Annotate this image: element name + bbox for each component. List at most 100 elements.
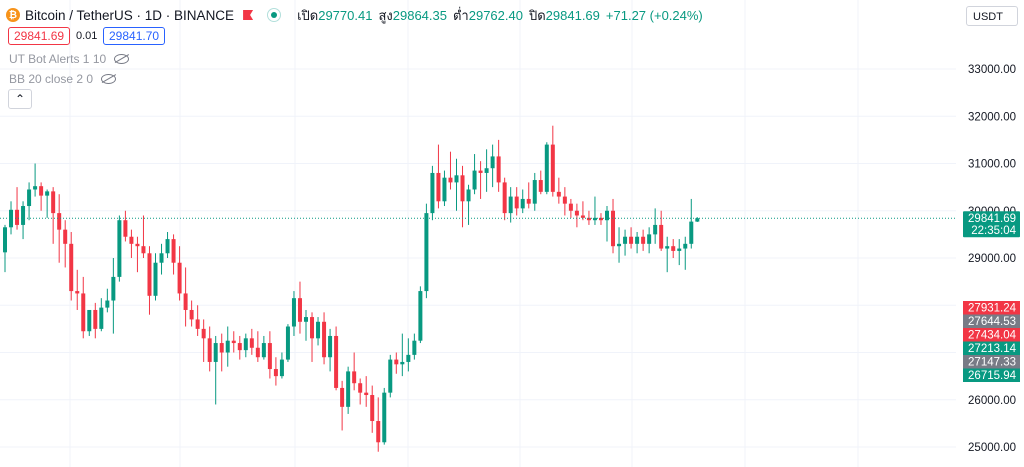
symbol-legend: ₿ Bitcoin / TetherUS · 1D · BINANCE เปิด…: [6, 6, 703, 24]
candle-body: [490, 156, 495, 169]
currency-selector[interactable]: USDT: [966, 6, 1018, 26]
candle: [550, 125, 555, 197]
candle-body: [189, 309, 194, 320]
candle: [249, 328, 254, 355]
candle-body: [183, 293, 188, 310]
candle-body: [129, 236, 134, 244]
candle: [574, 203, 579, 228]
candle: [297, 281, 302, 334]
candle: [562, 187, 567, 216]
candle: [57, 194, 62, 263]
candle: [111, 258, 116, 334]
candle-body: [574, 210, 579, 216]
indicator-axis-value: 27434.04: [968, 330, 1017, 342]
candle: [514, 187, 519, 216]
candle-body: [382, 392, 387, 443]
candle: [388, 354, 393, 398]
candle: [605, 206, 609, 242]
buy-price-button[interactable]: 29841.70: [103, 27, 166, 45]
candle: [135, 236, 140, 273]
candle: [219, 333, 224, 372]
candle-body: [304, 317, 308, 322]
candle: [99, 298, 104, 332]
candle: [448, 151, 453, 190]
candle-body: [400, 361, 405, 365]
indicator-axis-value: 27147.33: [968, 357, 1016, 369]
candle: [641, 229, 646, 251]
candle-body: [69, 243, 74, 292]
candle-body: [213, 343, 218, 362]
candle-body: [316, 321, 321, 339]
candle-body: [436, 172, 441, 202]
candle: [683, 236, 688, 270]
indicator-ut-bot[interactable]: UT Bot Alerts 1 10: [9, 52, 130, 66]
candle: [629, 227, 634, 249]
candle: [695, 217, 700, 222]
candle: [147, 246, 152, 315]
candle-body: [544, 144, 549, 192]
candle-body: [21, 206, 26, 225]
candle: [213, 335, 218, 405]
candle: [165, 232, 170, 258]
candle: [177, 246, 182, 301]
candle-body: [556, 191, 561, 197]
candle-body: [514, 196, 519, 209]
candle-body: [334, 335, 339, 388]
candle: [689, 198, 694, 249]
y-tick-label: 31000.00: [968, 159, 1016, 171]
collapse-legend-button[interactable]: ⌃: [8, 89, 32, 109]
candle-body: [538, 180, 543, 192]
candle-body: [33, 186, 38, 190]
candle: [442, 170, 447, 207]
candle: [502, 177, 507, 221]
candle: [328, 328, 333, 372]
candle-body: [39, 186, 44, 196]
candle: [544, 142, 549, 195]
candle: [189, 300, 194, 327]
candles: [3, 125, 700, 452]
candle-body: [219, 343, 224, 353]
candle: [466, 184, 471, 225]
candle: [207, 326, 212, 372]
sell-price-button[interactable]: 29841.69: [8, 27, 71, 45]
candle: [45, 189, 50, 218]
candle: [195, 305, 200, 336]
candle-body: [135, 243, 140, 247]
candle: [243, 333, 248, 358]
candle-body: [237, 343, 242, 351]
symbol-title[interactable]: Bitcoin / TetherUS · 1D · BINANCE: [25, 7, 235, 23]
candle-body: [430, 172, 435, 214]
candle: [659, 210, 664, 251]
candle-body: [562, 196, 567, 204]
candle-body: [671, 246, 676, 251]
candle-body: [358, 383, 363, 393]
candle-body: [123, 220, 128, 237]
y-tick-label: 26000.00: [968, 395, 1016, 407]
candle-body: [364, 392, 369, 396]
candle-body: [111, 276, 116, 301]
eye-hidden-icon[interactable]: [114, 54, 130, 64]
candle-body: [141, 246, 146, 254]
candle-body: [291, 298, 296, 327]
candle-body: [165, 239, 170, 254]
candle-body: [598, 217, 603, 221]
candle-body: [195, 319, 200, 329]
candle-body: [63, 229, 68, 244]
candle: [346, 366, 351, 414]
candle: [430, 165, 435, 221]
y-tick-label: 32000.00: [968, 111, 1016, 123]
candle-body: [418, 291, 423, 341]
candle-body: [51, 191, 56, 214]
flag-icon[interactable]: [243, 10, 253, 20]
candle-body: [105, 300, 110, 308]
countdown-value: 22:35:04: [971, 225, 1016, 237]
price-axis[interactable]: 33000.0032000.0031000.0030000.0029000.00…: [963, 64, 1020, 454]
candle: [87, 309, 92, 336]
candle: [75, 269, 80, 310]
candle-body: [177, 262, 182, 294]
eye-hidden-icon[interactable]: [101, 74, 117, 84]
open-label: เปิด: [297, 7, 319, 23]
candle-body: [285, 326, 290, 360]
indicator-bb[interactable]: BB 20 close 2 0: [9, 72, 117, 86]
